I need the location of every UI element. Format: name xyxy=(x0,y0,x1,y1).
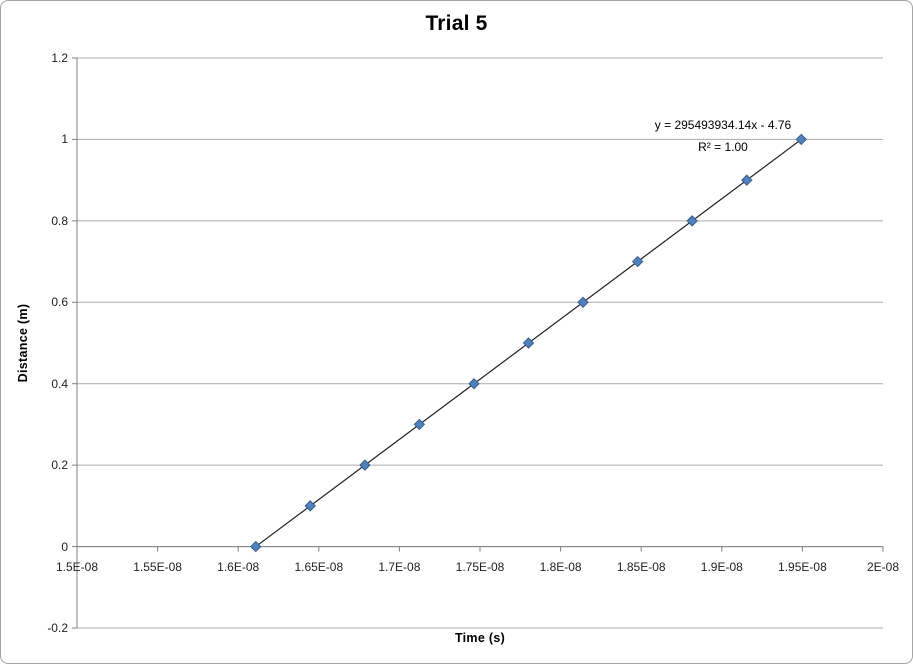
trendline-equation: y = 295493934.14x - 4.76 xyxy=(654,118,792,132)
x-tick-label: 1.9E-08 xyxy=(700,559,743,574)
data-point-marker xyxy=(577,296,589,308)
y-tick-label: 1 xyxy=(61,132,68,147)
trendline-r-squared: R² = 1.00 xyxy=(698,140,748,154)
x-tick-label: 1.95E-08 xyxy=(778,559,827,574)
data-point-marker xyxy=(413,418,426,431)
x-tick-label: 2E-08 xyxy=(866,559,900,574)
y-tick-label: 1.2 xyxy=(51,51,68,65)
chart-title: Trial 5 xyxy=(425,12,488,35)
data-point-marker xyxy=(359,459,371,471)
data-point-marker xyxy=(631,255,644,268)
x-tick-label: 1.75E-08 xyxy=(455,559,505,574)
y-tick-label: 0.6 xyxy=(51,295,68,310)
x-axis-title: Time (s) xyxy=(454,631,506,645)
x-tick-label: 1.5E-08 xyxy=(55,559,99,574)
trendline-equation-label: y = 295493934.14x - 4.76 R² = 1.00 xyxy=(611,118,835,155)
data-point-marker xyxy=(468,378,480,390)
data-point-marker xyxy=(686,215,698,227)
data-point-marker xyxy=(304,500,316,512)
x-tick-label: 1.55E-08 xyxy=(133,559,182,574)
y-tick-label: 0.2 xyxy=(51,458,68,473)
x-tick-label: 1.65E-08 xyxy=(294,559,344,574)
x-tick-label: 1.6E-08 xyxy=(217,559,260,574)
data-point-marker xyxy=(250,540,262,553)
y-tick-label: 0.4 xyxy=(51,376,68,391)
data-point-marker xyxy=(522,337,535,349)
data-point-marker xyxy=(795,133,807,146)
y-axis-title: Distance (m) xyxy=(16,303,30,383)
x-tick-label: 1.7E-08 xyxy=(378,559,421,574)
y-tick-label: -0.2 xyxy=(47,621,68,635)
y-tick-label: 0.8 xyxy=(51,213,68,228)
x-tick-label: 1.8E-08 xyxy=(539,559,582,574)
data-point-marker xyxy=(741,174,753,186)
y-tick-label: 0 xyxy=(61,539,68,554)
x-tick-label: 1.85E-08 xyxy=(616,559,666,574)
